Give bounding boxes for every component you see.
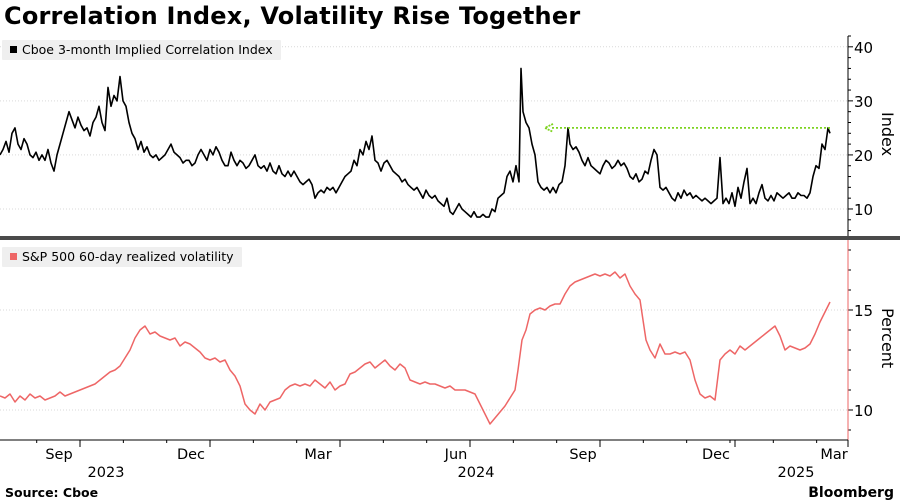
x-tick-label: Mar bbox=[304, 447, 331, 463]
source-note: Source: Cboe bbox=[5, 485, 99, 500]
panel-separator bbox=[0, 236, 900, 240]
legend-correlation: Cboe 3-month Implied Correlation Index bbox=[2, 40, 281, 60]
reference-arrow-head bbox=[542, 123, 554, 133]
y-tick-label: 20 bbox=[854, 147, 873, 165]
y-axis-title-index: Index bbox=[878, 112, 897, 157]
x-year-label: 2023 bbox=[88, 465, 125, 481]
x-year-label: 2024 bbox=[458, 465, 495, 481]
series-line-correlation bbox=[0, 67, 831, 218]
y-tick-label: 30 bbox=[854, 93, 873, 111]
y-tick-label: 15 bbox=[854, 302, 873, 320]
x-tick-label: Jun bbox=[444, 447, 468, 463]
chart-title: Correlation Index, Volatility Rise Toget… bbox=[4, 2, 581, 30]
legend-swatch-black bbox=[10, 46, 17, 53]
x-tick-label: Dec bbox=[177, 447, 205, 463]
x-tick-label: Dec bbox=[702, 447, 730, 463]
y-tick-label: 10 bbox=[854, 402, 873, 420]
legend-label-volatility: S&P 500 60-day realized volatility bbox=[22, 249, 234, 264]
legend-swatch-red bbox=[10, 253, 17, 260]
legend-volatility: S&P 500 60-day realized volatility bbox=[2, 247, 242, 267]
bloomberg-logo: Bloomberg bbox=[808, 485, 894, 501]
x-tick-label: Sep bbox=[569, 447, 596, 463]
y-axis-title-percent: Percent bbox=[878, 308, 897, 369]
series-line-volatility bbox=[0, 271, 831, 425]
x-year-label: 2025 bbox=[778, 465, 815, 481]
y-tick-label: 40 bbox=[854, 39, 873, 57]
y-tick-label: 10 bbox=[854, 201, 873, 219]
legend-label-correlation: Cboe 3-month Implied Correlation Index bbox=[22, 42, 273, 57]
x-tick-label: Sep bbox=[45, 447, 72, 463]
x-tick-label: Mar bbox=[820, 447, 847, 463]
